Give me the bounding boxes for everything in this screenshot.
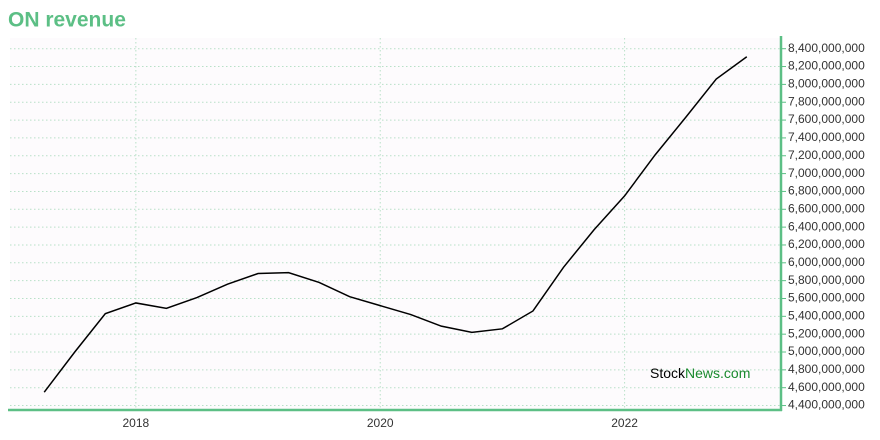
y-tick-label: 6,200,000,000 <box>788 237 865 251</box>
marks <box>43 56 748 393</box>
x-tick-label: 2018 <box>123 416 150 430</box>
line-series <box>43 56 748 393</box>
watermark-stock: Stock <box>650 365 686 381</box>
watermark: StockNews.com <box>650 365 750 381</box>
y-tick-label: 5,200,000,000 <box>788 326 865 340</box>
y-tick-label: 6,000,000,000 <box>788 255 865 269</box>
y-tick-label: 8,400,000,000 <box>788 41 865 55</box>
y-tick-label: 4,600,000,000 <box>788 380 865 394</box>
watermark-news: News.com <box>685 365 750 381</box>
y-tick-label: 4,400,000,000 <box>788 398 865 412</box>
grid <box>10 38 781 410</box>
y-tick-label: 5,600,000,000 <box>788 291 865 305</box>
y-tick-label: 7,000,000,000 <box>788 166 865 180</box>
y-tick-label: 8,000,000,000 <box>788 77 865 91</box>
y-tick-label: 8,200,000,000 <box>788 59 865 73</box>
y-tick-label: 5,800,000,000 <box>788 273 865 287</box>
y-tick-label: 6,600,000,000 <box>788 201 865 215</box>
y-tick-label: 7,800,000,000 <box>788 94 865 108</box>
y-tick-label: 7,600,000,000 <box>788 112 865 126</box>
x-tick-label: 2022 <box>611 416 638 430</box>
y-tick-label: 5,000,000,000 <box>788 344 865 358</box>
y-tick-label: 6,400,000,000 <box>788 219 865 233</box>
y-tick-label: 4,800,000,000 <box>788 362 865 376</box>
y-tick-label: 6,800,000,000 <box>788 184 865 198</box>
chart-title: ON revenue <box>8 9 126 32</box>
x-tick-label: 2020 <box>367 416 394 430</box>
y-tick-label: 5,400,000,000 <box>788 309 865 323</box>
y-tick-label: 7,400,000,000 <box>788 130 865 144</box>
plot-area <box>10 38 781 410</box>
y-tick-label: 7,200,000,000 <box>788 148 865 162</box>
